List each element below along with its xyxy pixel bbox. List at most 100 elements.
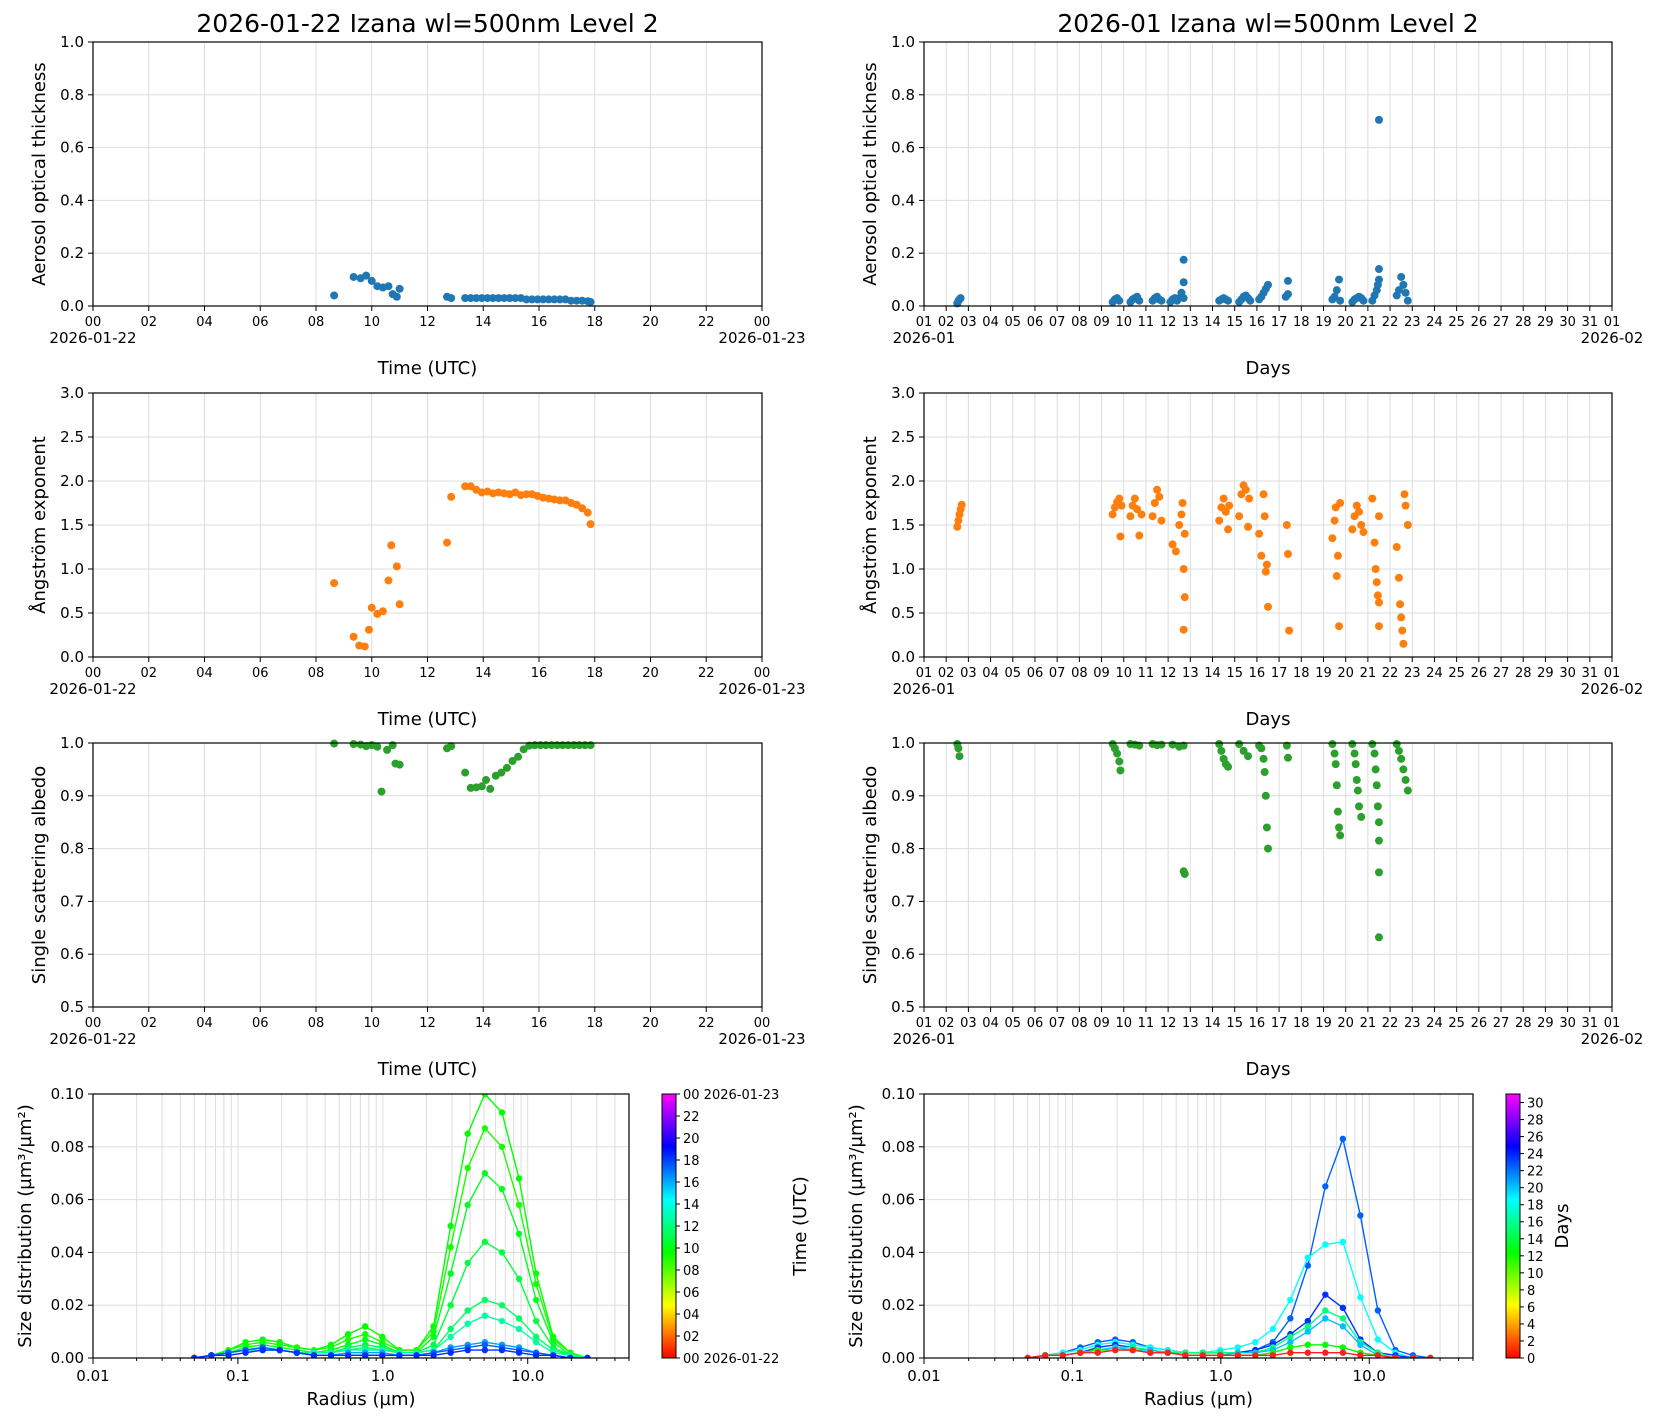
data-point [378,607,387,616]
y-tick-label: 1.0 [891,33,915,51]
data-point [1235,740,1244,749]
x-tick-label: 25 [1448,1016,1465,1031]
data-point [1357,1212,1364,1219]
data-point [1374,1307,1382,1314]
data-point [1283,290,1292,299]
x-tick-label: 12 [1160,666,1177,681]
data-point [481,1341,489,1349]
data-point [584,1354,591,1358]
data-point [1333,551,1342,560]
data-point [464,1201,471,1209]
x-tick-label: 02 [938,315,955,330]
x-axis-label: Days [1246,1059,1291,1080]
data-point [377,787,386,796]
data-point [388,741,397,750]
data-point [464,1164,471,1172]
x-tick-label: 13 [1182,315,1199,330]
data-point [259,1346,266,1354]
data-point [1322,1241,1329,1248]
x-tick-label: 26 [1471,315,1488,330]
x-tick-label: 06 [252,1016,269,1031]
data-point [1235,512,1244,521]
chart-sd_month: 0.01 0.1 1.0 10.0 0.00 0.02 0.04 0.06 0.08 0.10 Ra… [846,1085,1474,1410]
x-start-date-label: 2026-01-22 [49,1030,136,1048]
data-point [1399,765,1408,774]
colorbar-tick-label: 20 [683,1132,700,1147]
data-point [498,1249,506,1256]
x-tick-label: 07 [1049,1016,1066,1031]
data-point [500,294,509,303]
data-point [1374,1352,1382,1358]
data-point [1336,499,1345,507]
x-tick-label: 04 [196,315,213,330]
data-point [1264,602,1272,611]
data-point [392,292,401,301]
x-tick-label: 06 [1027,1016,1044,1031]
y-tick-label: 0.10 [51,1085,84,1103]
x-tick-label: 29 [1537,315,1554,330]
data-point [1179,294,1188,303]
data-point [330,579,339,588]
data-point [1287,1296,1294,1304]
data-point [1177,510,1186,519]
data-point [953,522,962,531]
y-tick-label: 0.02 [882,1296,915,1314]
x-tick-label: 12 [419,1016,436,1031]
x-tick-label: 00 [754,1016,771,1031]
data-point [1259,490,1268,499]
x-tick-label: 10.0 [511,1367,544,1385]
x-tick-label: 30 [1559,1016,1576,1031]
colorbar-tick-label: 20 [1527,1182,1544,1197]
y-tick-label: 0.04 [882,1243,915,1261]
x-tick-label: 14 [1204,666,1221,681]
data-point [466,294,475,303]
x-axis-label: Radius (µm) [306,1389,415,1410]
data-point [1348,525,1357,534]
data-point [1244,522,1253,531]
x-tick-label: 18 [586,666,603,681]
colorbar-tick-label: 0 [1527,1352,1535,1367]
data-point [1304,1323,1312,1330]
data-point [1332,572,1341,581]
data-point [1304,1349,1312,1356]
series-line [194,1127,588,1358]
data-point [481,1346,489,1354]
data-point [1287,1338,1294,1346]
colorbar-tick-label: 12 [1527,1250,1544,1265]
data-point [1399,639,1408,648]
data-point [1357,1341,1364,1349]
y-tick-label: 0.0 [60,648,84,666]
data-point [327,1352,335,1358]
data-point [1409,1354,1417,1358]
x-tick-label: 14 [475,666,492,681]
data-point [349,740,358,749]
data-point [344,1331,352,1338]
x-tick-label: 06 [1027,315,1044,330]
data-point [1370,538,1379,547]
data-point [583,508,592,517]
data-point [364,625,373,634]
x-tick-label: 11 [1138,315,1155,330]
data-point [1339,1238,1347,1246]
x-tick-label: 29 [1537,666,1554,681]
colorbar-tick-label: 18 [1527,1199,1544,1214]
data-point [383,745,392,754]
x-end-date-label: 2026-02 [1581,329,1644,347]
data-point [1262,823,1271,832]
data-point [1333,807,1342,816]
y-tick-label: 0.06 [882,1191,915,1209]
data-point [1115,757,1124,766]
y-tick-label: 2.5 [891,428,915,446]
x-tick-label: 08 [308,1016,325,1031]
x-tick-label: 10 [1115,666,1132,681]
data-point [1042,1352,1049,1358]
data-point [430,1352,437,1358]
data-point [461,768,470,777]
data-point [481,1312,489,1319]
data-point [532,1280,540,1288]
colorbar-tick-label: 4 [1527,1318,1535,1333]
data-point [1354,802,1363,811]
colorbar-tick-label: 26 [1527,1131,1544,1146]
data-point [1224,296,1233,305]
data-point [1164,1349,1171,1356]
